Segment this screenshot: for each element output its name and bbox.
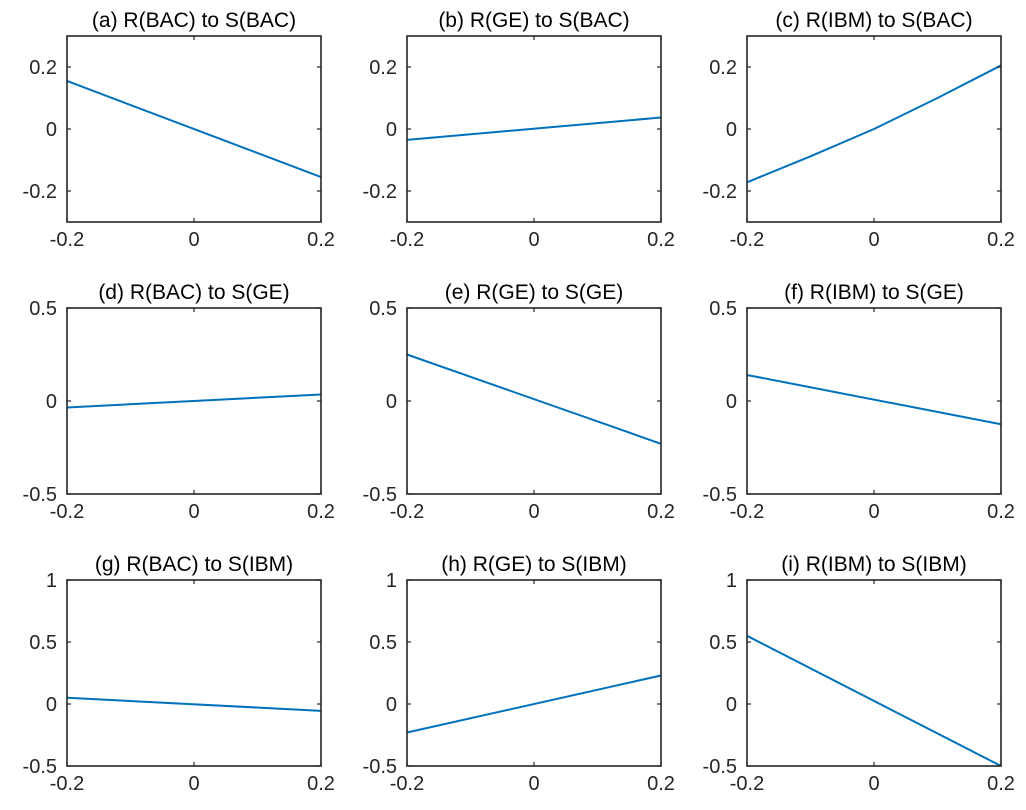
x-tick-label: 0.2	[647, 773, 675, 795]
x-tick-label: 0.2	[987, 501, 1015, 523]
x-tick-label: -0.2	[50, 229, 84, 251]
y-tick-label: 0.2	[369, 57, 397, 79]
x-tick-label: 0.2	[647, 501, 675, 523]
panel-title: (f) R(IBM) to S(GE)	[784, 281, 964, 304]
panel-title: (d) R(BAC) to S(GE)	[98, 281, 289, 304]
series-line	[406, 353, 662, 445]
x-tick-label: -0.2	[390, 229, 424, 251]
y-tick-label: 0	[46, 694, 57, 716]
y-tick-label: 0	[726, 391, 737, 413]
y-tick-label: 1	[386, 570, 397, 592]
series-line	[66, 393, 322, 409]
series-line	[66, 696, 322, 712]
x-tick-label: 0	[188, 229, 199, 251]
axes-box	[406, 307, 662, 495]
y-tick-label: 0.5	[369, 298, 397, 320]
y-tick-label: 0.5	[369, 632, 397, 654]
x-tick-label: -0.2	[50, 773, 84, 795]
x-tick-label: 0	[528, 229, 539, 251]
panel-title: (h) R(GE) to S(IBM)	[441, 553, 627, 576]
x-tick-label: 0	[188, 501, 199, 523]
panel-title: (e) R(GE) to S(GE)	[445, 281, 624, 304]
x-tick-label: 0	[868, 773, 879, 795]
y-tick-label: -0.2	[703, 181, 737, 203]
panel-b: -0.2 0 0.2 -0.2 0 0.2 (b) R(GE) to S(BAC)	[363, 9, 675, 251]
x-tick-label: -0.2	[730, 229, 764, 251]
panel-c: -0.2 0 0.2 -0.2 0 0.2 (c) R(IBM) to S(BAC)	[703, 9, 1015, 251]
panel-a: -0.2 0 0.2 -0.2 0 0.2 (a) R(BAC) to S(BAC)	[23, 9, 335, 251]
series-line	[746, 373, 1002, 426]
y-tick-label: 0	[386, 391, 397, 413]
y-tick-label: -0.2	[23, 181, 57, 203]
panel-title: (g) R(BAC) to S(IBM)	[95, 553, 293, 576]
x-tick-label: -0.2	[390, 501, 424, 523]
panel-title: (a) R(BAC) to S(BAC)	[92, 9, 296, 32]
x-tick-label: -0.2	[50, 501, 84, 523]
x-tick-label: 0.2	[307, 773, 335, 795]
y-tick-label: 0	[386, 119, 397, 141]
x-tick-label: 0.2	[307, 501, 335, 523]
y-tick-label: 1	[726, 570, 737, 592]
x-tick-label: 0	[188, 773, 199, 795]
y-tick-label: 0	[46, 119, 57, 141]
axes-box	[746, 579, 1002, 767]
series-line	[66, 80, 322, 178]
y-tick-label: -0.5	[23, 756, 57, 778]
y-tick-label: -0.2	[363, 181, 397, 203]
panel-g: -0.2 0 0.2 -0.5 0 0.5 1 (g) R(BAC) to S(IBM)	[23, 553, 335, 795]
y-tick-label: 0	[386, 694, 397, 716]
panel-title: (c) R(IBM) to S(BAC)	[775, 9, 972, 32]
x-tick-label: 0	[528, 501, 539, 523]
y-tick-label: 0.5	[709, 632, 737, 654]
panel-h: -0.2 0 0.2 -0.5 0 0.5 1 (h) R(GE) to S(IBM)	[363, 553, 675, 795]
y-tick-label: -0.5	[703, 756, 737, 778]
panel-title: (b) R(GE) to S(BAC)	[438, 9, 629, 32]
series-line	[406, 674, 662, 734]
x-tick-label: 0.2	[647, 229, 675, 251]
x-tick-label: 0.2	[987, 773, 1015, 795]
x-tick-label: 0.2	[987, 229, 1015, 251]
y-tick-label: -0.5	[23, 484, 57, 506]
x-tick-label: 0	[868, 229, 879, 251]
y-tick-label: 0.2	[29, 57, 57, 79]
panel-f: -0.2 0 0.2 -0.5 0 0.5 (f) R(IBM) to S(GE)	[703, 281, 1015, 523]
y-tick-label: 0	[726, 119, 737, 141]
y-tick-label: -0.5	[363, 484, 397, 506]
y-tick-label: -0.5	[703, 484, 737, 506]
series-line	[746, 634, 1002, 767]
panel-d: -0.2 0 0.2 -0.5 0 0.5 (d) R(BAC) to S(GE)	[23, 281, 335, 523]
series-line	[406, 116, 662, 141]
x-tick-label: -0.2	[390, 773, 424, 795]
panel-i: -0.2 0 0.2 -0.5 0 0.5 1 (i) R(IBM) to S(IBM)	[703, 553, 1015, 795]
panel-title: (i) R(IBM) to S(IBM)	[781, 553, 966, 576]
y-tick-label: 0	[726, 694, 737, 716]
panel-e: -0.2 0 0.2 -0.5 0 0.5 (e) R(GE) to S(GE)	[363, 281, 675, 523]
y-tick-label: -0.5	[363, 756, 397, 778]
axes-box	[746, 307, 1002, 495]
x-tick-label: -0.2	[730, 501, 764, 523]
y-tick-label: 0.5	[29, 298, 57, 320]
y-tick-label: 0.5	[709, 298, 737, 320]
axes-box	[406, 579, 662, 767]
x-tick-label: 0.2	[307, 229, 335, 251]
y-tick-label: 0.2	[709, 57, 737, 79]
x-tick-label: -0.2	[730, 773, 764, 795]
x-tick-label: 0	[868, 501, 879, 523]
series-line	[746, 64, 1002, 184]
y-tick-label: 0.5	[29, 632, 57, 654]
y-tick-label: 1	[46, 570, 57, 592]
x-tick-label: 0	[528, 773, 539, 795]
axes-box	[66, 579, 322, 767]
y-tick-label: 0	[46, 391, 57, 413]
